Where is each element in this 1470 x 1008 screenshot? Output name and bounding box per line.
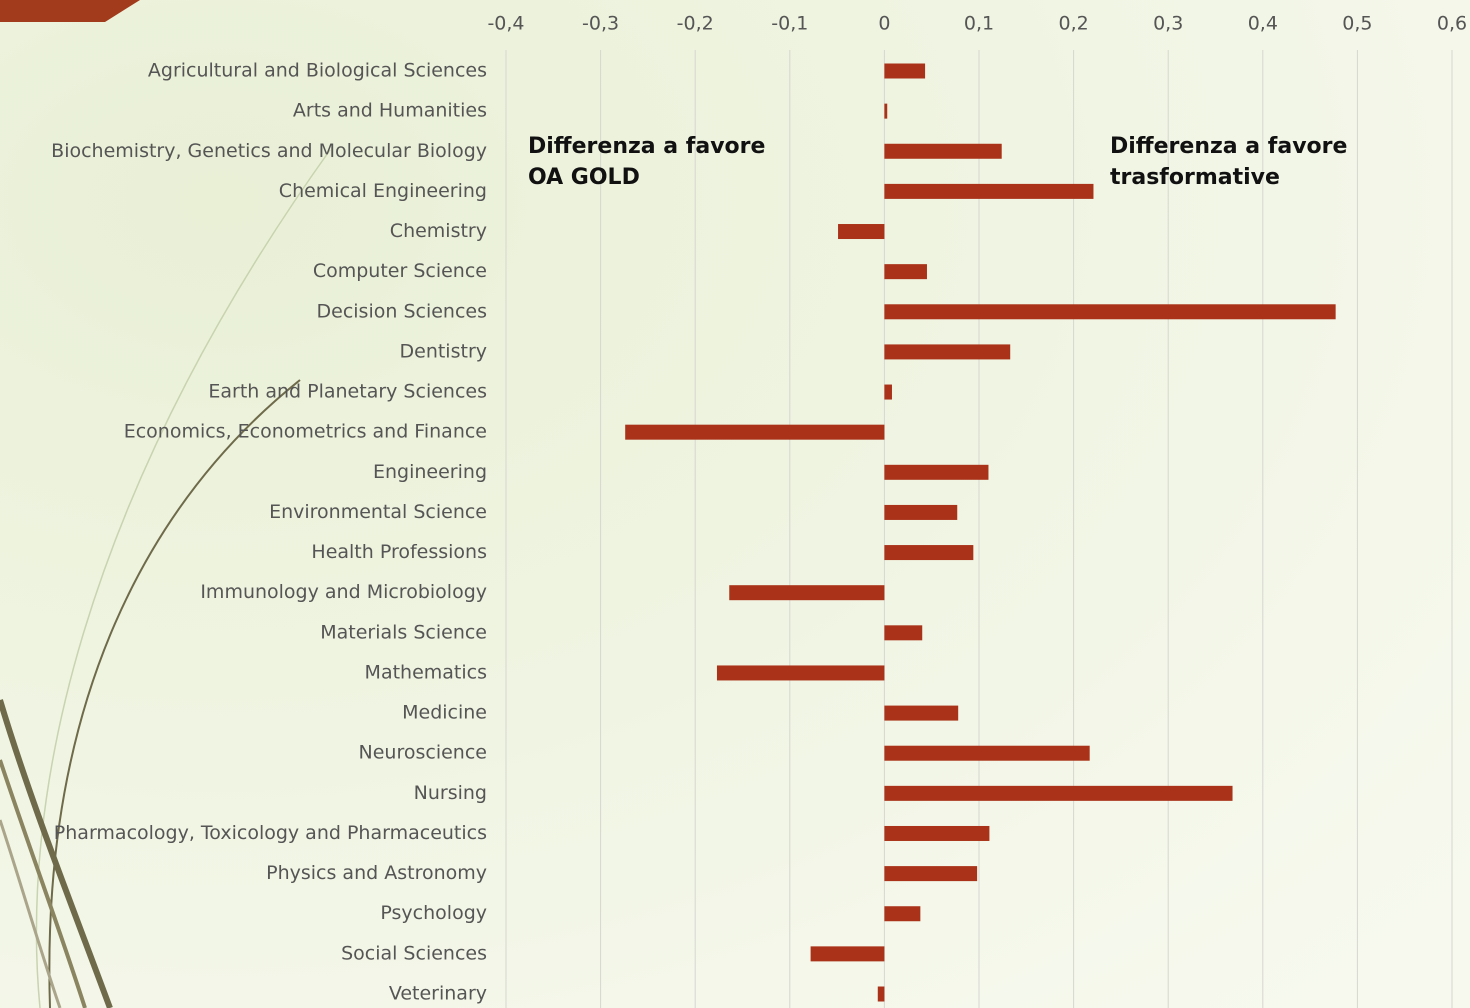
x-tick-label: 0,2 [1058, 13, 1088, 35]
y-tick-label: Environmental Science [269, 501, 487, 523]
bar [884, 866, 977, 881]
bar [884, 906, 920, 921]
bar [884, 465, 988, 480]
bar [884, 385, 892, 400]
bar [729, 585, 884, 600]
bar [884, 826, 989, 841]
y-tick-label: Neuroscience [359, 742, 487, 764]
page: {"chart_data": { "type": "barh", "catego… [0, 0, 1470, 1008]
annotation: Differenza a favore [1110, 134, 1347, 159]
y-tick-label: Computer Science [313, 260, 487, 282]
bar [884, 264, 927, 279]
x-tick-label: -0,3 [582, 13, 619, 35]
y-tick-label: Veterinary [389, 983, 487, 1005]
x-tick-label: -0,4 [487, 13, 524, 35]
bar [811, 946, 885, 961]
y-tick-label: Agricultural and Biological Sciences [148, 60, 487, 82]
bar [625, 425, 884, 440]
y-tick-label: Immunology and Microbiology [200, 581, 487, 603]
bar [884, 64, 925, 79]
annotation: Differenza a favore [528, 134, 765, 159]
y-tick-label: Physics and Astronomy [266, 862, 487, 884]
y-tick-label: Medicine [402, 702, 487, 724]
x-tick-label: 0,6 [1437, 13, 1467, 35]
bar [717, 665, 884, 680]
bar [884, 144, 1001, 159]
bar [884, 505, 957, 520]
y-tick-label: Pharmacology, Toxicology and Pharmaceuti… [54, 822, 487, 844]
y-tick-label: Chemical Engineering [279, 180, 487, 202]
bar [838, 224, 884, 239]
chart: -0,4 -0,3 -0,2 -0,1 0 0,1 0,2 0,3 0,4 0,5 0,6 Agric… [0, 0, 1470, 1008]
y-tick-label: Biochemistry, Genetics and Molecular Bio… [51, 140, 487, 162]
annotation: OA GOLD [528, 165, 640, 190]
y-tick-label: Social Sciences [341, 942, 487, 964]
x-tick-label: -0,1 [771, 13, 808, 35]
x-tick-label: -0,2 [677, 13, 714, 35]
y-tick-label: Engineering [373, 461, 487, 483]
bar [884, 625, 922, 640]
bar [884, 545, 973, 560]
bar [884, 184, 1093, 199]
x-tick-label: 0,1 [964, 13, 994, 35]
bar [884, 104, 887, 119]
y-tick-label: Chemistry [390, 220, 487, 242]
y-tick-label: Arts and Humanities [293, 100, 487, 122]
x-tick-label: 0 [878, 13, 890, 35]
y-tick-label: Economics, Econometrics and Finance [124, 421, 487, 443]
y-tick-label: Nursing [414, 782, 487, 804]
bar [884, 746, 1089, 761]
y-tick-label: Psychology [380, 902, 487, 924]
bar [884, 786, 1232, 801]
x-tick-label: 0,4 [1248, 13, 1278, 35]
y-tick-label: Materials Science [320, 621, 487, 643]
x-tick-label: 0,3 [1153, 13, 1183, 35]
bar [878, 987, 885, 1002]
bar [884, 304, 1335, 319]
bar [884, 344, 1010, 359]
y-tick-label: Health Professions [311, 541, 487, 563]
annotation: trasformative [1110, 165, 1280, 190]
y-tick-label: Mathematics [365, 661, 487, 683]
bar [884, 706, 958, 721]
y-tick-label: Earth and Planetary Sciences [208, 381, 487, 403]
y-tick-label: Decision Sciences [317, 300, 487, 322]
y-tick-label: Dentistry [400, 340, 488, 362]
x-tick-label: 0,5 [1342, 13, 1372, 35]
